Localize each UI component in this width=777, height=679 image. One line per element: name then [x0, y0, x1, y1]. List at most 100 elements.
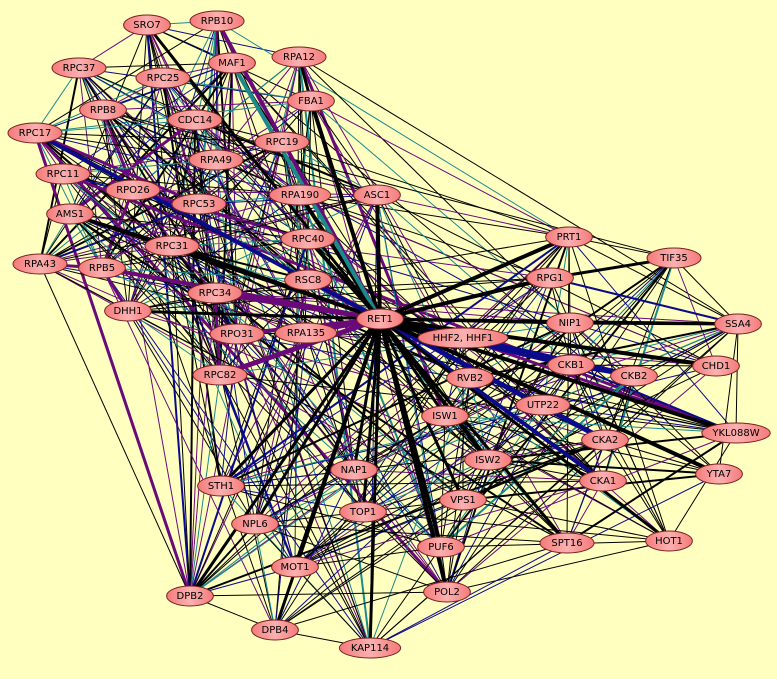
node-kap114[interactable]: KAP114: [338, 637, 402, 659]
node-shape[interactable]: [268, 184, 332, 206]
node-rvb2[interactable]: RVB2: [446, 367, 494, 389]
node-rpc40[interactable]: RPC40: [280, 228, 336, 250]
node-shape[interactable]: [7, 122, 63, 144]
node-shape[interactable]: [646, 247, 702, 269]
node-shape[interactable]: [417, 536, 465, 558]
node-shape[interactable]: [209, 323, 265, 345]
node-rpo26[interactable]: RPO26: [105, 179, 161, 201]
node-shape[interactable]: [439, 489, 487, 511]
node-fba1[interactable]: FBA1: [287, 90, 335, 112]
node-sth1[interactable]: STH1: [197, 475, 245, 497]
node-ams1[interactable]: AMS1: [46, 203, 94, 225]
node-shape[interactable]: [166, 585, 214, 607]
node-shape[interactable]: [280, 228, 336, 250]
node-rpb5[interactable]: RPB5: [78, 257, 126, 279]
node-shape[interactable]: [464, 449, 512, 471]
node-rpo31[interactable]: RPO31: [209, 323, 265, 345]
node-rpc25[interactable]: RPC25: [135, 67, 191, 89]
node-shape[interactable]: [192, 364, 248, 386]
node-nip1[interactable]: NIP1: [546, 312, 594, 334]
node-shape[interactable]: [545, 226, 593, 248]
node-shape[interactable]: [189, 10, 245, 32]
node-shape[interactable]: [546, 312, 594, 334]
node-dpb2[interactable]: DPB2: [166, 585, 214, 607]
node-shape[interactable]: [338, 637, 402, 659]
node-rsc8[interactable]: RSC8: [284, 269, 332, 291]
node-ssa4[interactable]: SSA4: [714, 313, 762, 335]
node-ret1[interactable]: RET1: [356, 308, 404, 330]
node-shape[interactable]: [51, 57, 107, 79]
node-shape[interactable]: [284, 269, 332, 291]
node-shape[interactable]: [610, 365, 658, 387]
node-shape[interactable]: [231, 513, 279, 535]
node-vps1[interactable]: VPS1: [439, 489, 487, 511]
node-shape[interactable]: [515, 394, 571, 416]
node-shape[interactable]: [171, 193, 227, 215]
node-shape[interactable]: [208, 52, 256, 74]
node-shape[interactable]: [46, 203, 94, 225]
node-shape[interactable]: [197, 475, 245, 497]
node-shape[interactable]: [271, 556, 319, 578]
node-shape[interactable]: [274, 322, 338, 344]
node-shape[interactable]: [79, 99, 127, 121]
node-rpc31[interactable]: RPC31: [144, 235, 200, 257]
node-shape[interactable]: [356, 308, 404, 330]
node-shape[interactable]: [135, 67, 191, 89]
node-shape[interactable]: [188, 149, 244, 171]
node-shape[interactable]: [105, 179, 161, 201]
node-yta7[interactable]: YTA7: [695, 463, 743, 485]
node-shape[interactable]: [251, 619, 299, 641]
node-dhh1[interactable]: DHH1: [104, 300, 152, 322]
node-shape[interactable]: [701, 422, 771, 444]
node-rpc37[interactable]: RPC37: [51, 57, 107, 79]
node-shape[interactable]: [187, 282, 243, 304]
node-shape[interactable]: [271, 46, 327, 68]
node-shape[interactable]: [254, 131, 310, 153]
node-ykl088w[interactable]: YKL088W: [701, 422, 771, 444]
node-ckb2[interactable]: CKB2: [610, 365, 658, 387]
node-cka1[interactable]: CKA1: [579, 470, 627, 492]
node-rpc19[interactable]: RPC19: [254, 131, 310, 153]
node-shape[interactable]: [353, 184, 401, 206]
node-shape[interactable]: [714, 313, 762, 335]
node-shape[interactable]: [78, 257, 126, 279]
node-shape[interactable]: [339, 501, 387, 523]
node-top1[interactable]: TOP1: [339, 501, 387, 523]
node-rpc53[interactable]: RPC53: [171, 193, 227, 215]
node-asc1[interactable]: ASC1: [353, 184, 401, 206]
node-shape[interactable]: [645, 530, 693, 552]
node-dpb4[interactable]: DPB4: [251, 619, 299, 641]
node-shape[interactable]: [35, 163, 91, 185]
node-chd1[interactable]: CHD1: [692, 355, 740, 377]
node-pol2[interactable]: POL2: [423, 581, 471, 603]
node-rpc11[interactable]: RPC11: [35, 163, 91, 185]
node-prt1[interactable]: PRT1: [545, 226, 593, 248]
node-rpc17[interactable]: RPC17: [7, 122, 63, 144]
node-rpb10[interactable]: RPB10: [189, 10, 245, 32]
node-shape[interactable]: [446, 367, 494, 389]
node-npl6[interactable]: NPL6: [231, 513, 279, 535]
node-isw2[interactable]: ISW2: [464, 449, 512, 471]
node-utp22[interactable]: UTP22: [515, 394, 571, 416]
node-cka2[interactable]: CKA2: [581, 429, 629, 451]
node-mot1[interactable]: MOT1: [271, 556, 319, 578]
node-maf1[interactable]: MAF1: [208, 52, 256, 74]
node-rpa190[interactable]: RPA190: [268, 184, 332, 206]
node-hot1[interactable]: HOT1: [645, 530, 693, 552]
node-rpc34[interactable]: RPC34: [187, 282, 243, 304]
node-shape[interactable]: [423, 581, 471, 603]
node-rpa135[interactable]: RPA135: [274, 322, 338, 344]
node-tif35[interactable]: TIF35: [646, 247, 702, 269]
node-hhf[interactable]: HHF2, HHF1: [417, 327, 509, 349]
node-shape[interactable]: [167, 109, 223, 131]
node-rpa43[interactable]: RPA43: [12, 253, 68, 275]
node-shape[interactable]: [12, 253, 68, 275]
node-sro7[interactable]: SRO7: [123, 14, 171, 36]
node-shape[interactable]: [539, 532, 595, 554]
node-shape[interactable]: [287, 90, 335, 112]
node-nap1[interactable]: NAP1: [330, 459, 378, 481]
node-puf6[interactable]: PUF6: [417, 536, 465, 558]
node-shape[interactable]: [579, 470, 627, 492]
node-rpb8[interactable]: RPB8: [79, 99, 127, 121]
node-spt16[interactable]: SPT16: [539, 532, 595, 554]
